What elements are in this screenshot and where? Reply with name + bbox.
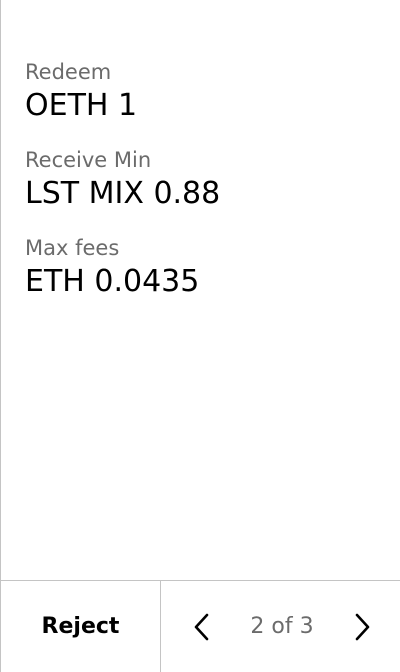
transaction-details: Redeem OETH 1 Receive Min LST MIX 0.88 M… — [25, 58, 384, 322]
reject-button[interactable]: Reject — [1, 581, 161, 672]
previous-page-button[interactable] — [189, 611, 213, 643]
receive-min-label: Receive Min — [25, 148, 152, 172]
max-fees-label: Max fees — [25, 236, 120, 260]
next-page-button[interactable] — [351, 611, 375, 643]
chevron-right-icon — [355, 613, 370, 640]
chevron-left-icon — [194, 613, 209, 640]
redeem-value: OETH 1 — [25, 88, 138, 123]
footer-bar: Reject 2 of 3 — [1, 580, 400, 672]
pager: 2 of 3 — [161, 581, 400, 672]
page-indicator: 2 of 3 — [250, 614, 314, 639]
receive-min-value: LST MIX 0.88 — [25, 176, 221, 211]
redeem-label: Redeem — [25, 60, 112, 84]
max-fees-value: ETH 0.0435 — [25, 264, 200, 299]
